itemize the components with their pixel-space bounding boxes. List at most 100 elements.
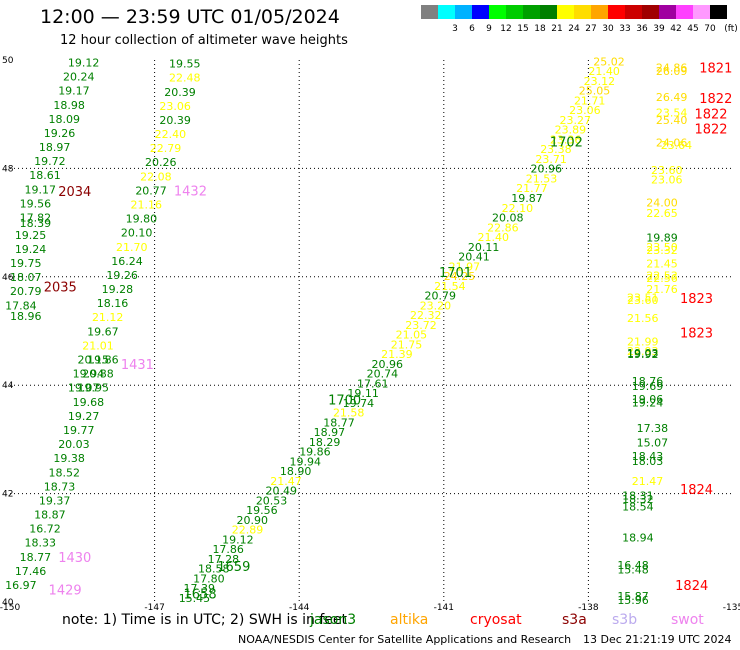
wave-height-point: 19.77 (63, 424, 95, 437)
wave-height-point: 17.46 (15, 565, 47, 578)
wave-height-point: 24.25 (444, 270, 476, 283)
colorbar-tick-label: 12 (500, 24, 512, 34)
series-jason3: 19.1220.2419.1718.9818.0919.2618.9719.72… (5, 57, 118, 592)
wave-height-point: 23.71 (535, 153, 567, 166)
wave-height-point: 20.96 (531, 163, 563, 176)
wave-height-point: 18.98 (53, 99, 85, 112)
colorbar-tick-label: 21 (551, 24, 563, 34)
wave-height-point: 21.47 (632, 475, 664, 488)
pass-time-label: 1823 (680, 327, 713, 342)
wave-height-point: 21.99 (627, 336, 659, 349)
wave-height-point: 25.40 (656, 114, 688, 127)
series-altika: 19.5522.4820.3923.0620.3922.4022.7920.26… (68, 58, 201, 395)
wave-height-point: 18.09 (49, 113, 80, 126)
colorbar-tick-label: 3 (452, 24, 458, 34)
colorbar-segment (540, 5, 557, 19)
wave-height-point: 20.26 (145, 156, 177, 169)
wave-height-point: 22.48 (169, 72, 201, 85)
wave-height-point: 21.47 (270, 475, 302, 488)
colorbar-segment (608, 5, 625, 19)
wave-height-point: 23.06 (651, 174, 683, 187)
wave-height-point: 18.90 (280, 465, 312, 478)
wave-height-point: 20.11 (468, 241, 500, 254)
wave-height-point: 23.20 (420, 299, 452, 312)
colorbar-tick-label: 70 (704, 24, 716, 34)
wave-height-point: 20.90 (237, 514, 268, 527)
wave-height-point: 18.43 (632, 450, 664, 463)
wave-height-point: 17.61 (357, 377, 389, 390)
wave-height-point: 23.60 (627, 294, 659, 307)
pass-time-label: 1824 (680, 483, 713, 498)
wave-height-point: 23.60 (651, 164, 683, 177)
wave-height-point: 18.07 (10, 271, 42, 284)
colorbar-tick-label: 24 (568, 24, 580, 34)
y-tick-label: 46 (2, 273, 14, 283)
wave-height-point: 21.56 (627, 312, 659, 325)
colorbar-segment (625, 5, 642, 19)
wave-height-point: 21.77 (516, 182, 548, 195)
wave-height-point: 22.86 (487, 221, 519, 234)
wave-height-point: 15.07 (637, 436, 669, 449)
colorbar-segment (438, 5, 455, 19)
wave-height-point: 19.94 (73, 368, 105, 381)
wave-height-point: 16.48 (617, 559, 649, 572)
wave-height-point: 19.68 (73, 396, 105, 409)
wave-height-point: 16.72 (29, 523, 60, 536)
wave-height-point: 22.89 (232, 524, 264, 537)
pass-time-label: 1822 (699, 92, 732, 107)
timestamp-text: 13 Dec 21:21:19 UTC 2024 (583, 633, 732, 646)
legend-swot: swot (671, 612, 704, 628)
wave-height-point: 18.73 (44, 480, 76, 493)
wave-height-point: 19.86 (87, 354, 119, 367)
wave-height-point: 21.05 (396, 329, 428, 342)
wave-height-point: 20.39 (159, 114, 191, 127)
wave-height-point: 18.52 (49, 466, 80, 479)
wave-height-point: 18.16 (97, 297, 129, 310)
wave-height-point: 26.49 (656, 91, 688, 104)
y-tick-label: 48 (2, 164, 14, 174)
wave-height-point: 18.03 (632, 455, 664, 468)
wave-height-point: 23.50 (646, 241, 678, 254)
colorbar-segment (574, 5, 591, 19)
pass-time-label: 1432 (174, 185, 207, 200)
legend-cryosat: cryosat (470, 612, 522, 628)
wave-height-point: 20.39 (164, 86, 196, 99)
wave-height-point: 18.94 (622, 531, 654, 544)
wave-height-point: 17.80 (193, 572, 225, 585)
wave-height-point: 19.12 (68, 57, 100, 70)
wave-height-point: 19.17 (58, 85, 89, 98)
wave-height-point: 19.28 (102, 283, 134, 296)
wave-height-point: 20.53 (256, 494, 288, 507)
pass-time-label: 1701 (439, 266, 472, 281)
pass-time-label: 1659 (217, 560, 250, 575)
colorbar-segment (455, 5, 472, 19)
wave-height-point: 18.58 (198, 563, 230, 576)
pass-time-label: 1430 (58, 551, 91, 566)
x-tick-label: -135 (723, 603, 740, 613)
wave-height-point: 20.08 (492, 212, 524, 225)
wave-height-point: 19.26 (44, 127, 76, 140)
wave-height-point: 23.64 (661, 139, 693, 152)
wave-height-point: 26.09 (656, 65, 688, 78)
wave-height-point: 23.38 (540, 143, 572, 156)
wave-height-point: 21.01 (82, 339, 114, 352)
colorbar-segment (642, 5, 659, 19)
wave-height-point: 19.11 (347, 387, 379, 400)
colorbar-segment (472, 5, 489, 19)
wave-height-point: 19.38 (53, 452, 85, 465)
wave-height-point: 22.93 (627, 345, 659, 358)
wave-height-point: 23.51 (627, 292, 659, 305)
wave-height-point: 19.56 (246, 504, 278, 517)
wave-height-point: 19.75 (10, 257, 42, 270)
wave-height-point: 21.76 (646, 283, 678, 296)
wave-height-point: 19.92 (627, 348, 659, 361)
x-tick-label: -138 (578, 603, 599, 613)
wave-height-point: 21.70 (116, 241, 148, 254)
wave-height-point: 20.88 (82, 368, 114, 381)
wave-height-point: 20.74 (367, 368, 399, 381)
wave-height-point: 19.86 (299, 446, 331, 459)
colorbar-tick-label: 27 (585, 24, 597, 34)
pass-time-label: 1824 (675, 579, 708, 594)
